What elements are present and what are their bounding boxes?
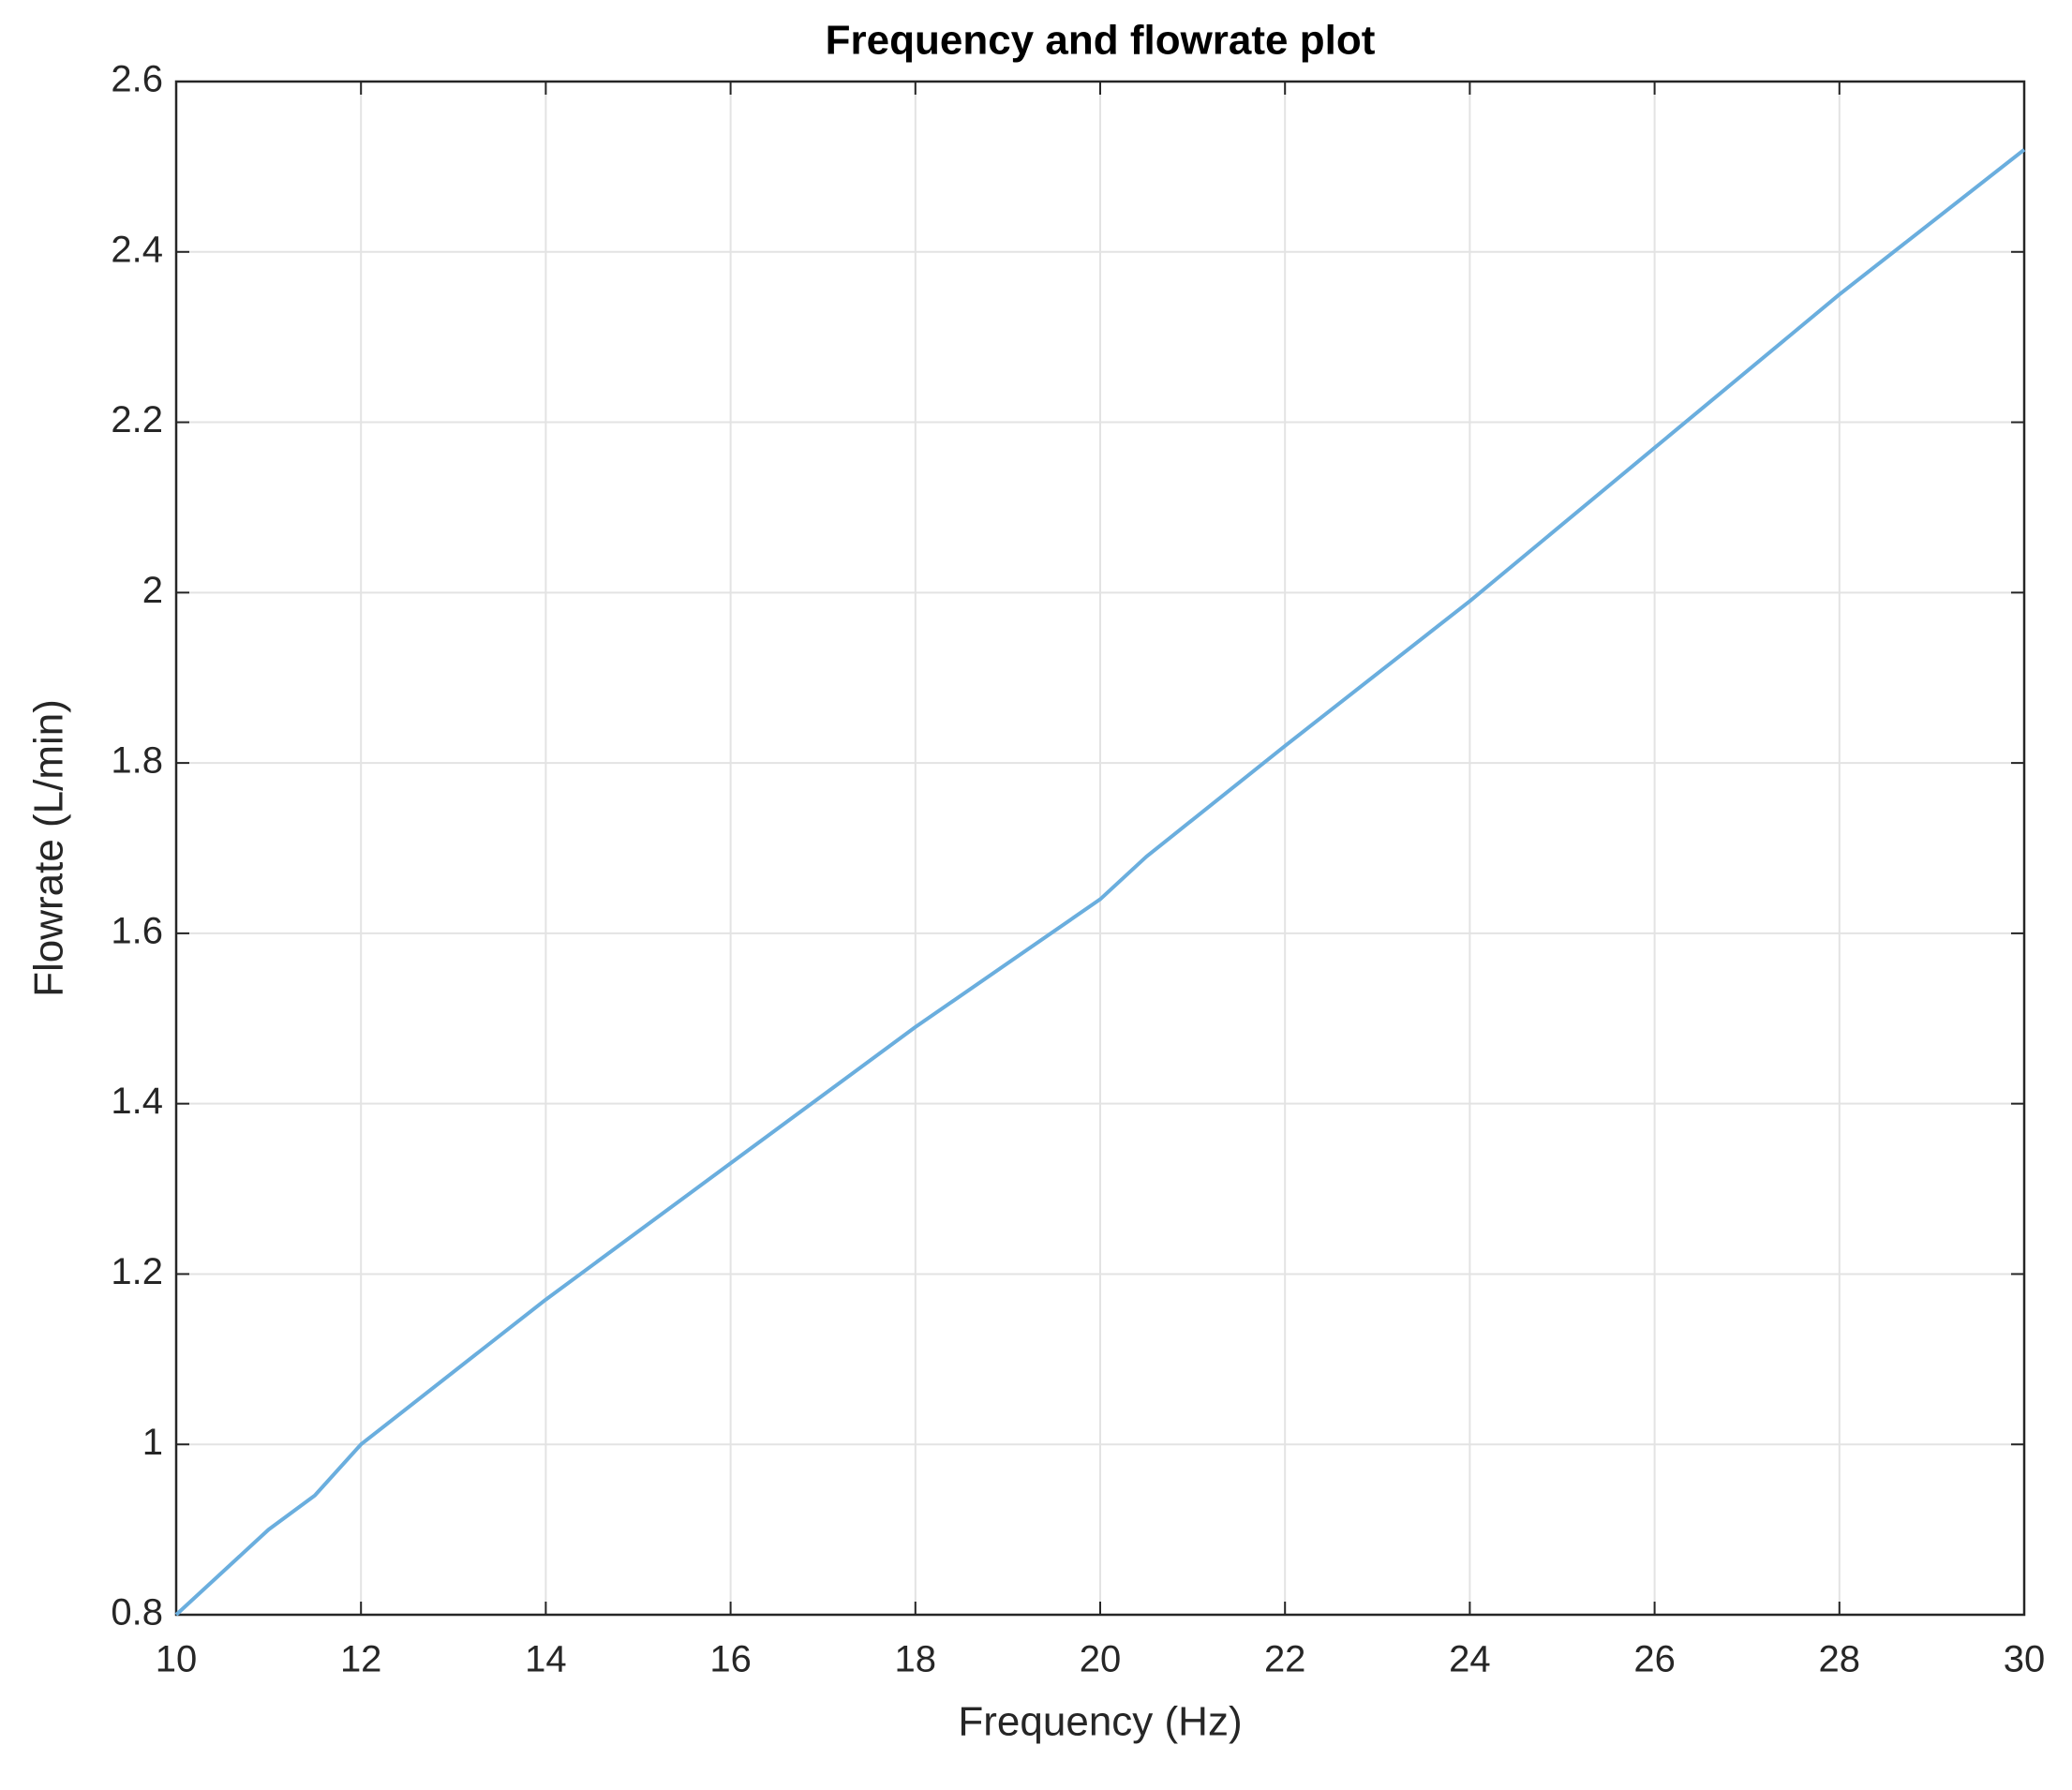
x-tick-label: 22 <box>1264 1639 1306 1680</box>
y-tick-label: 2.2 <box>111 399 163 440</box>
x-tick-label: 28 <box>1819 1639 1861 1680</box>
y-tick-label: 1 <box>142 1422 163 1463</box>
y-tick-label: 2.6 <box>111 59 163 100</box>
y-tick-label: 0.8 <box>111 1592 163 1633</box>
x-tick-label: 26 <box>1633 1639 1676 1680</box>
x-tick-label: 14 <box>525 1639 567 1680</box>
x-tick-label: 20 <box>1080 1639 1122 1680</box>
y-tick-label: 1.8 <box>111 740 163 782</box>
y-axis-label: Flowrate (L/min) <box>26 699 72 997</box>
y-tick-label: 1.6 <box>111 910 163 951</box>
y-tick-label: 2.4 <box>111 229 163 270</box>
x-tick-label: 24 <box>1449 1639 1491 1680</box>
chart-title: Frequency and flowrate plot <box>826 18 1376 64</box>
data-line <box>174 148 2026 1617</box>
x-tick-label: 12 <box>340 1639 382 1680</box>
y-tick-label: 1.4 <box>111 1081 163 1122</box>
x-axis-label: Frequency (Hz) <box>958 1699 1242 1745</box>
axes-box <box>174 80 2026 1617</box>
x-tick-label: 10 <box>156 1639 198 1680</box>
x-tick-label: 18 <box>895 1639 937 1680</box>
y-tick-label: 1.2 <box>111 1251 163 1292</box>
y-tick-label: 2 <box>142 570 163 611</box>
x-tick-label: 30 <box>2004 1639 2046 1680</box>
x-tick-label: 16 <box>709 1639 752 1680</box>
